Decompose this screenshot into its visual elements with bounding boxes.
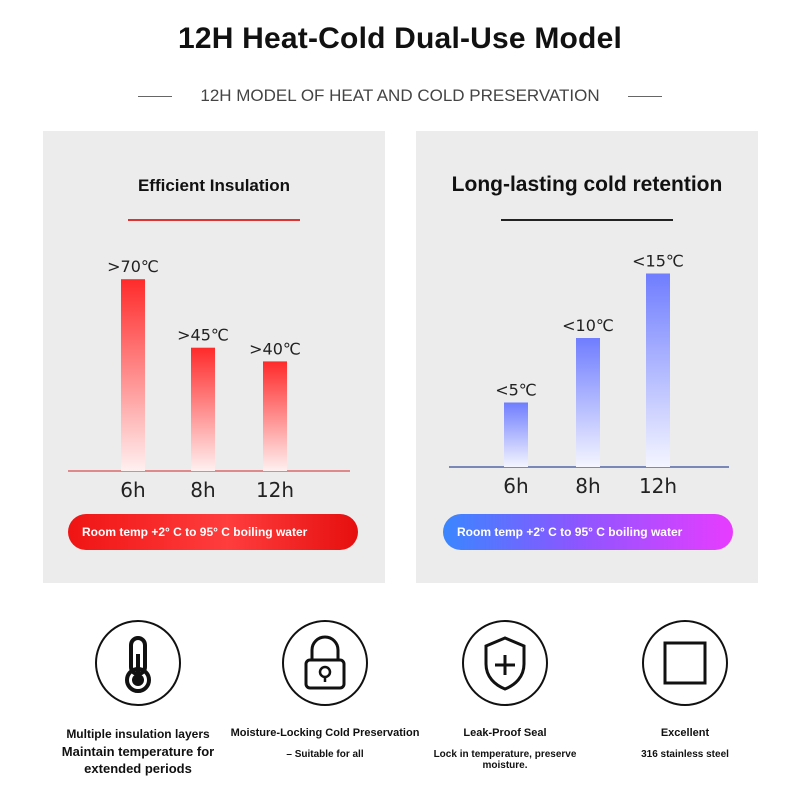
cold-tick-6h: 6h	[503, 474, 528, 498]
page-title: 12H Heat-Cold Dual-Use Model	[178, 22, 622, 55]
feature-row: Multiple insulation layers Maintain temp…	[0, 615, 800, 800]
feature-cold-title: Moisture-Locking Cold Preservation	[230, 727, 420, 739]
heat-panel: Efficient Insulation >70℃ 6h >45℃ 8h >40℃ 12h…	[43, 131, 385, 583]
heat-tick-8h: 8h	[190, 478, 215, 502]
cold-chart: <5℃ 6h <10℃ 8h <15℃ 12h	[449, 252, 729, 498]
subtitle-dash-left	[138, 96, 173, 98]
heat-panel-title: Efficient Insulation	[137, 176, 291, 195]
shield-plus-icon	[462, 620, 548, 706]
feature-seal-desc: Lock in temperature, preserve moisture.	[433, 749, 577, 771]
cold-bar-8h	[576, 338, 600, 467]
lock-icon	[282, 620, 368, 706]
heat-data-label-6h: >70℃	[107, 257, 159, 276]
cold-panel-title: Long-lasting cold retention	[451, 173, 723, 196]
cold-title-rule	[501, 219, 673, 221]
heat-title-rule	[128, 219, 300, 221]
heat-bar-6h	[121, 279, 145, 471]
subtitle-row: 12H MODEL OF HEAT AND COLD PRESERVATION	[0, 86, 800, 106]
cold-data-label-12h: <15℃	[632, 252, 684, 271]
cold-bar-12h	[646, 273, 670, 467]
heat-bar-12h	[263, 361, 287, 471]
cold-panel: Long-lasting cold retention <5℃ 6h <10℃ 8h <…	[416, 131, 758, 583]
feature-steel-title: Excellent	[660, 727, 710, 739]
square-icon	[642, 620, 728, 706]
feature-insulation-desc: Maintain temperature for extended period…	[61, 744, 215, 776]
heat-data-label-12h: >40℃	[249, 339, 301, 358]
cold-tick-8h: 8h	[575, 474, 600, 498]
heat-range-pill: Room temp +2° C to 95° C boiling water	[68, 514, 358, 550]
feature-steel-desc: 316 stainless steel	[641, 749, 729, 760]
cold-bar-6h	[504, 402, 528, 467]
cold-data-label-8h: <10℃	[562, 316, 614, 335]
thermometer-icon	[95, 620, 181, 706]
subtitle: 12H MODEL OF HEAT AND COLD PRESERVATION	[200, 86, 600, 105]
feature-insulation-title: Multiple insulation layers	[66, 727, 210, 741]
cold-range-pill: Room temp +2° C to 95° C boiling water	[443, 514, 733, 550]
heat-data-label-8h: >45℃	[177, 326, 229, 345]
cold-data-label-6h: <5℃	[495, 381, 537, 400]
feature-seal-title: Leak-Proof Seal	[463, 727, 547, 739]
heat-bar-8h	[191, 347, 215, 471]
feature-cold-desc: – Suitable for all	[286, 749, 364, 760]
heat-chart: >70℃ 6h >45℃ 8h >40℃ 12h	[68, 257, 350, 502]
heat-tick-12h: 12h	[256, 478, 294, 502]
heat-tick-6h: 6h	[120, 478, 145, 502]
subtitle-dash-right	[627, 96, 662, 98]
cold-tick-12h: 12h	[639, 474, 677, 498]
